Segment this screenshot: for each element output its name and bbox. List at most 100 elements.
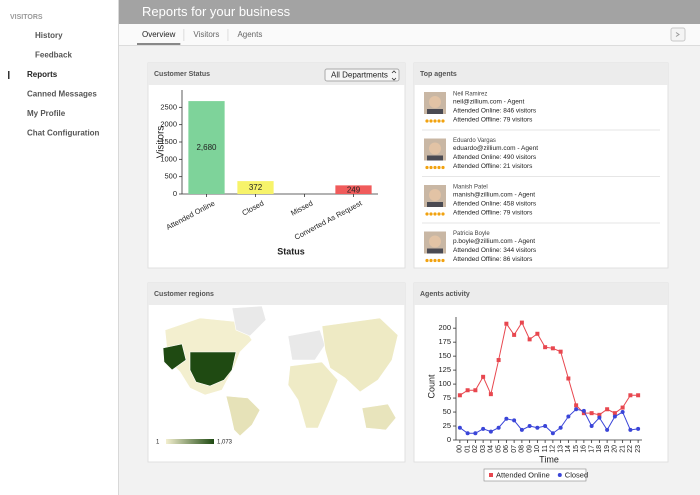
agent-name: Eduardo Vargas [453, 138, 496, 144]
point [504, 416, 509, 421]
point [581, 408, 586, 413]
legend-marker [557, 473, 562, 477]
point [473, 388, 478, 393]
x-tick-label: 01 [464, 445, 471, 453]
panel-header [414, 63, 668, 85]
sidebar-section: VISITORS [10, 14, 43, 21]
x-tick-label: 21 [619, 445, 626, 453]
sidebar-item[interactable]: My Profile [27, 109, 66, 118]
y-tick-label: 175 [438, 337, 451, 346]
tab-divider [183, 29, 185, 41]
agent-online: Attended Online: 490 visitors [453, 154, 537, 161]
x-tick-label: 07 [511, 445, 518, 453]
x-tick-label: 00 [457, 445, 464, 453]
avatar-face [429, 235, 441, 248]
point [457, 393, 462, 398]
x-tick-label: 17 [588, 445, 595, 453]
y-tick-label: 2500 [160, 102, 177, 111]
value-label: 372 [249, 183, 263, 192]
scale-min: 1 [156, 440, 160, 446]
agent-offline: Attended Offline: 21 visitors [453, 163, 533, 170]
tab-bar [119, 24, 700, 45]
avatar-face [429, 142, 441, 155]
y-tick-label: 0 [447, 435, 451, 444]
x-axis-label: Time [539, 454, 559, 464]
panel [413, 62, 669, 269]
point [473, 431, 478, 436]
point [605, 427, 610, 432]
sidebar-border [118, 0, 119, 495]
y-axis-label: Count [426, 374, 436, 399]
sidebar-item[interactable]: Canned Messages [27, 90, 97, 99]
sidebar-item[interactable]: History [35, 31, 63, 40]
agent-email: p.boyle@zillium.com - Agent [453, 238, 535, 245]
agent-email: manish@zillium.com - Agent [453, 192, 535, 199]
point [566, 376, 571, 381]
legend-box [483, 468, 587, 482]
rating-star [441, 258, 445, 263]
point [543, 345, 548, 350]
scale-max: 1,073 [217, 440, 233, 446]
point [512, 418, 517, 423]
sidebar-item[interactable]: Feedback [35, 51, 72, 60]
legend-label: Closed [565, 470, 588, 479]
x-tick-label: 10 [534, 445, 541, 453]
rating-star [425, 119, 429, 123]
point [589, 411, 594, 416]
x-tick-label: 04 [488, 445, 495, 453]
panel [413, 282, 669, 463]
point [465, 388, 470, 393]
point [574, 403, 579, 408]
panel-title: Top agents [420, 71, 457, 78]
rating-star [441, 212, 445, 216]
greenland [231, 305, 267, 337]
bar [335, 185, 372, 194]
y-tick-label: 2000 [160, 120, 177, 129]
collapse-icon [675, 32, 680, 37]
sidebar [0, 0, 118, 495]
tab-bar-border [119, 45, 700, 46]
x-tick-label: 13 [557, 445, 564, 453]
agent-offline: Attended Offline: 79 visitors [453, 117, 533, 124]
x-tick-label: 18 [596, 445, 603, 453]
department-select[interactable] [324, 68, 400, 82]
rating-star [433, 119, 437, 123]
x-tick-label: 20 [612, 445, 619, 453]
tab[interactable]: Agents [237, 30, 262, 39]
x-tick-label: 12 [550, 445, 557, 453]
x-tick-label: 16 [581, 445, 588, 453]
sidebar-item[interactable]: Chat Configuration [27, 129, 100, 138]
x-tick-label: 06 [503, 445, 510, 453]
point [488, 429, 493, 434]
point [605, 407, 610, 412]
australia [361, 403, 397, 431]
rating-star [429, 212, 433, 216]
x-tick-label: 02 [472, 445, 479, 453]
rating-star [425, 258, 429, 263]
bar [188, 101, 225, 194]
rating-star [429, 165, 433, 170]
x-tick-label: 09 [526, 445, 533, 453]
active-marker [8, 71, 10, 79]
tab[interactable]: Visitors [193, 30, 219, 39]
color-scale [166, 439, 214, 444]
header-title: Reports for your business [142, 4, 291, 19]
avatar-face [429, 189, 441, 201]
agent-offline: Attended Offline: 86 visitors [453, 256, 533, 263]
avatar-face [429, 96, 441, 108]
rating-star [429, 258, 433, 263]
panel-title: Customer Status [154, 71, 210, 78]
point [581, 411, 586, 416]
select-arrows [391, 70, 397, 81]
x-tick-label: 14 [565, 445, 572, 453]
point [512, 332, 517, 337]
collapse-button[interactable] [670, 27, 686, 42]
tab[interactable]: Overview [142, 30, 176, 39]
point [636, 393, 641, 398]
rating-star [437, 258, 441, 263]
agent-email: eduardo@zillium.com - Agent [453, 145, 538, 152]
x-tick-label: 19 [604, 445, 611, 453]
sidebar-item[interactable]: Reports [27, 70, 58, 79]
y-tick-label: 75 [443, 393, 451, 402]
value-label: 2,680 [196, 143, 217, 152]
